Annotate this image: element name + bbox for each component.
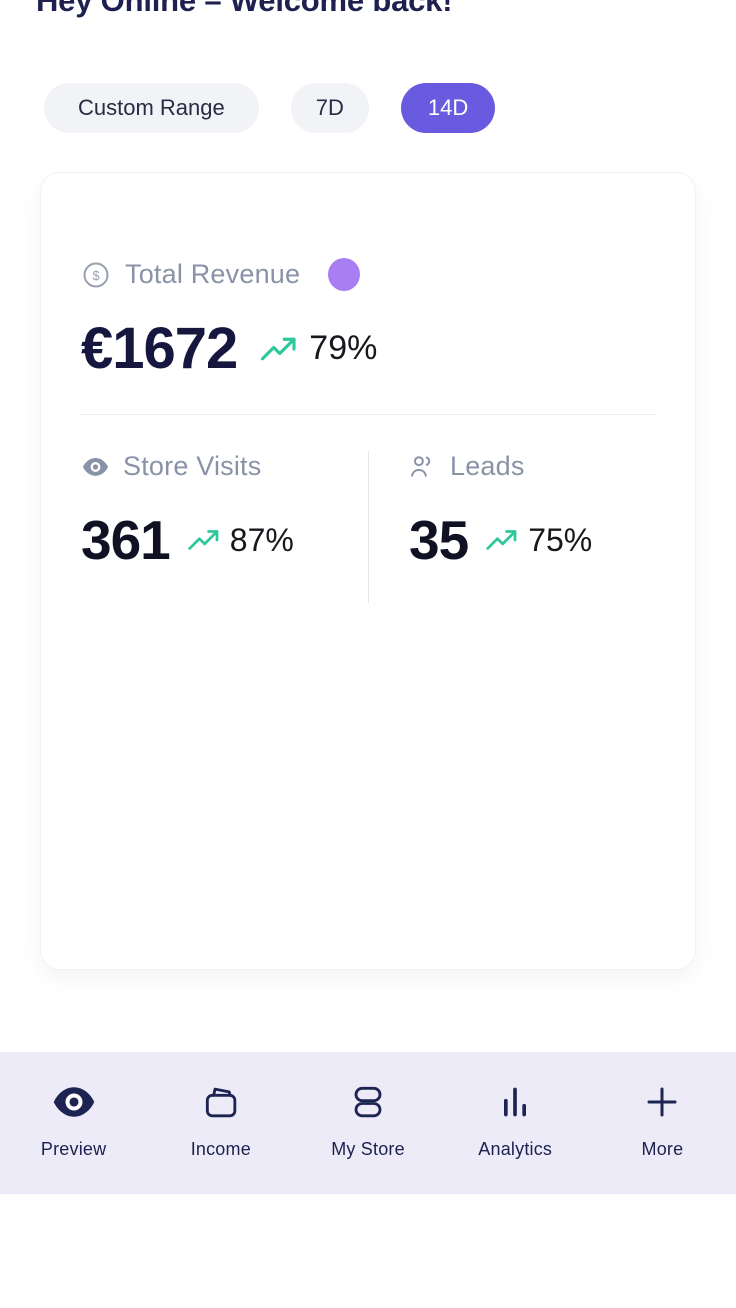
horizontal-divider — [81, 414, 655, 415]
bottom-navigation: Preview Income My Store — [0, 1052, 736, 1194]
store-visits-trend: 87% — [229, 521, 294, 558]
nav-item-more[interactable]: More — [589, 1052, 736, 1194]
trending-up-icon — [485, 527, 519, 553]
users-icon — [409, 453, 437, 481]
date-range-filter: Custom Range 7D 14D — [44, 83, 496, 133]
trending-up-icon — [259, 334, 299, 364]
dollar-circle-icon: $ — [81, 260, 111, 290]
total-revenue-value: €1672 — [81, 316, 238, 381]
nav-label: Analytics — [478, 1139, 553, 1159]
leads-value: 35 — [409, 509, 469, 571]
plus-icon — [642, 1080, 682, 1124]
nav-label: Income — [190, 1139, 251, 1159]
stats-card: $ Total Revenue €1672 79% — [40, 172, 696, 970]
nav-label: More — [641, 1139, 684, 1159]
nav-item-analytics[interactable]: Analytics — [442, 1052, 589, 1194]
bar-chart-icon — [495, 1080, 535, 1124]
eye-icon — [81, 456, 110, 478]
purple-dot-indicator[interactable] — [328, 258, 361, 291]
svg-text:$: $ — [92, 267, 100, 282]
leads-stat: Leads 35 75% — [369, 451, 655, 603]
nav-label: My Store — [331, 1139, 405, 1159]
leads-header: Leads — [409, 451, 655, 482]
store-visits-header: Store Visits — [81, 451, 368, 482]
store-visits-stat: Store Visits 361 87% — [81, 451, 368, 603]
chip-14d[interactable]: 14D — [400, 83, 496, 133]
store-visits-label: Store Visits — [123, 451, 262, 481]
total-revenue-value-row: €1672 79% — [81, 315, 655, 382]
wallet-icon — [201, 1080, 241, 1124]
secondary-stats-row: Store Visits 361 87% — [81, 451, 655, 603]
nav-item-income[interactable]: Income — [147, 1052, 294, 1194]
nav-label: Preview — [40, 1139, 107, 1159]
total-revenue-label: Total Revenue — [125, 259, 301, 289]
chip-custom-range[interactable]: Custom Range — [44, 83, 259, 133]
leads-trend: 75% — [528, 521, 593, 558]
total-revenue-header: $ Total Revenue — [81, 258, 655, 291]
store-visits-value-row: 361 87% — [81, 508, 368, 572]
store-visits-value: 361 — [81, 509, 171, 571]
nav-item-my-store[interactable]: My Store — [294, 1052, 441, 1194]
eye-icon — [51, 1080, 97, 1124]
trending-up-icon — [187, 527, 221, 553]
total-revenue-trend: 79% — [309, 329, 378, 367]
leads-value-row: 35 75% — [409, 508, 655, 572]
leads-label: Leads — [450, 451, 525, 481]
vertical-divider — [368, 451, 369, 603]
stacked-pills-icon — [348, 1080, 388, 1124]
page-title: Hey Online – Welcome back! — [36, 0, 453, 18]
nav-item-preview[interactable]: Preview — [0, 1052, 147, 1194]
chip-7d[interactable]: 7D — [290, 83, 369, 133]
